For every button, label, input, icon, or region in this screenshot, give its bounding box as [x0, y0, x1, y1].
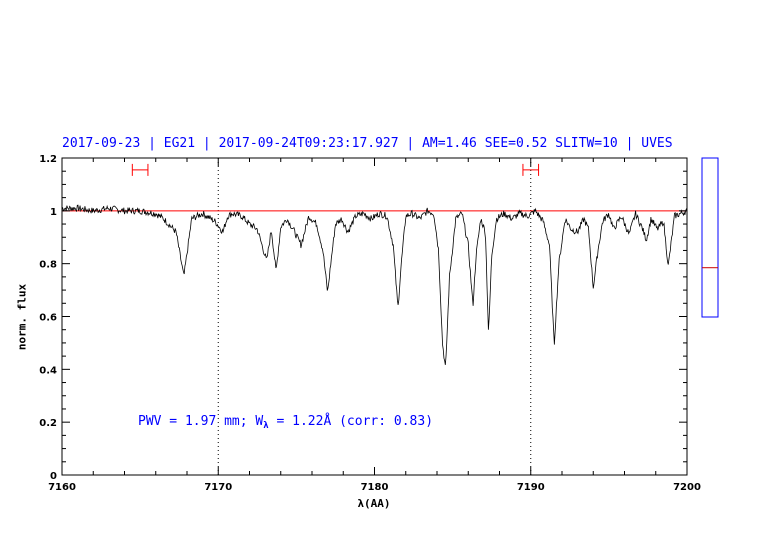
data-layer	[61, 204, 688, 365]
header-instrument: UVES	[641, 136, 673, 151]
x-axis-label: λ(AA)	[357, 497, 391, 510]
y-tick-label: 0.8	[39, 260, 57, 271]
spectrum-line	[61, 204, 688, 365]
header-airmass: AM=1.46	[422, 136, 477, 151]
header-separator: |	[617, 136, 642, 151]
pwv-annotation: PWV = 1.97 mm; Wλ = 1.22Å (corr: 0.83)	[138, 414, 433, 431]
side-panel	[701, 157, 719, 318]
y-tick-label: 1.2	[39, 154, 57, 165]
x-tick-label: 7170	[204, 482, 232, 493]
pwv-text: PWV = 1.97 mm; W	[138, 414, 264, 429]
y-tick-label: 1	[50, 207, 57, 218]
header-slit-width: SLITW=10	[555, 136, 618, 151]
header-timestamp: 2017-09-24T09:23:17.927	[218, 136, 399, 151]
x-tick-label: 7180	[361, 482, 389, 493]
x-tick-label: 7160	[48, 482, 76, 493]
observation-header: 2017-09-23 | EG21 | 2017-09-24T09:23:17.…	[62, 136, 673, 151]
header-seeing: SEE=0.52	[484, 136, 548, 151]
x-tick-label: 7200	[673, 482, 701, 493]
y-tick-label: 0.4	[39, 365, 57, 376]
range-markers	[131, 163, 540, 176]
header-date: 2017-09-23	[62, 136, 141, 151]
w-text: = 1.22Å (corr: 0.83)	[268, 414, 434, 429]
y-axis-label: norm. flux	[15, 283, 29, 351]
header-separator: |	[140, 136, 164, 151]
header-separator: |	[195, 136, 219, 151]
w-subscript: λ	[263, 421, 269, 431]
y-tick-label: 0.2	[39, 418, 57, 429]
header-target: EG21	[163, 136, 196, 151]
y-tick-label: 0.6	[39, 313, 57, 324]
x-tick-label: 7190	[517, 482, 545, 493]
axis-ticks: 7160 7170 7180 7190 7200 0 0.2 0.4 0.6 0.8 1 1.2	[39, 154, 701, 493]
y-tick-label: 0	[50, 471, 57, 482]
header-separator: |	[398, 136, 423, 151]
